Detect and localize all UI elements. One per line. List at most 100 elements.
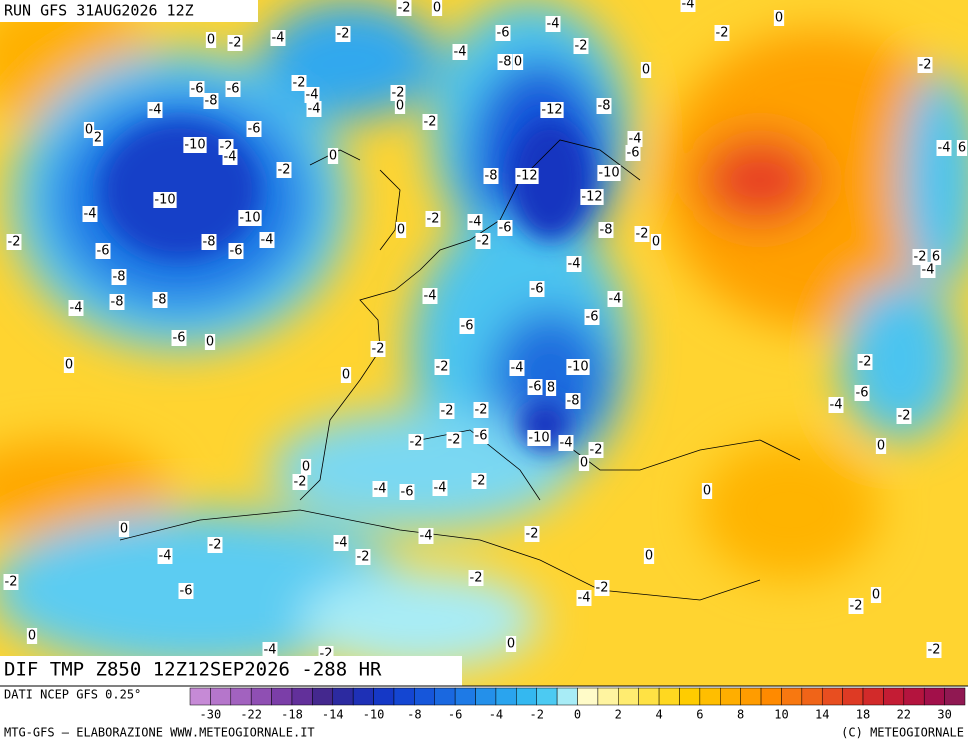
contour-label: -2 bbox=[448, 433, 461, 448]
contour-label-bg bbox=[773, 10, 785, 26]
contour-label: 0 bbox=[642, 63, 650, 78]
contour-label-bg bbox=[473, 428, 489, 444]
contour-label: -2 bbox=[294, 475, 307, 490]
contour-label-bg bbox=[512, 54, 524, 70]
contour-label: -6 bbox=[401, 485, 414, 500]
contour-label: -6 bbox=[191, 82, 204, 97]
contour-label-bg bbox=[118, 521, 130, 537]
contour-label-bg bbox=[857, 354, 873, 370]
contour-label-bg bbox=[643, 548, 655, 564]
contour-label-bg bbox=[896, 408, 912, 424]
contour-label: -2 bbox=[914, 250, 927, 265]
colorbar-label: 30 bbox=[937, 708, 951, 722]
contour-label: -10 bbox=[528, 431, 549, 446]
colorbar-swatch bbox=[842, 687, 864, 706]
colorbar-label: -6 bbox=[448, 708, 462, 722]
contour-label-bg bbox=[207, 537, 223, 553]
contour-label: 0 bbox=[580, 456, 588, 471]
contour-label-bg bbox=[228, 243, 244, 259]
contour-label: -12 bbox=[541, 103, 562, 118]
colorbar-swatch bbox=[556, 687, 578, 706]
contour-label: 0 bbox=[703, 484, 711, 499]
contour-label-bg bbox=[439, 403, 455, 419]
contour-label-bg bbox=[431, 0, 443, 16]
contour-label-bg bbox=[936, 140, 952, 156]
colorbar-swatch bbox=[189, 687, 211, 706]
contour-label: -4 bbox=[149, 103, 162, 118]
contour-label: -2 bbox=[337, 27, 350, 42]
contour-label: -6 bbox=[627, 146, 640, 161]
contour-label-bg bbox=[956, 140, 968, 156]
contour-label-bg bbox=[545, 380, 557, 396]
contour-label-bg bbox=[153, 192, 177, 208]
contour-label: 6 bbox=[932, 250, 940, 265]
contour-label: 0 bbox=[85, 123, 93, 138]
contour-label-bg bbox=[270, 30, 286, 46]
contour-label: -8 bbox=[203, 235, 216, 250]
contour-label: 0 bbox=[433, 1, 441, 16]
contour-label: -6 bbox=[248, 122, 261, 137]
contour-label-bg bbox=[262, 642, 278, 658]
contour-label-bg bbox=[576, 590, 592, 606]
contour-label-bg bbox=[505, 636, 517, 652]
header: RUN GFS 31AUG2026 12Z bbox=[0, 0, 258, 22]
contour-label: -4 bbox=[629, 132, 642, 147]
contour-label: -4 bbox=[159, 549, 172, 564]
colorbar-swatch bbox=[658, 687, 680, 706]
contour-label: -6 bbox=[497, 26, 510, 41]
colorbar-swatch bbox=[271, 687, 293, 706]
contour-label-bg bbox=[111, 269, 127, 285]
contour-label: -10 bbox=[567, 360, 588, 375]
contour-label-bg bbox=[3, 574, 19, 590]
colorbar-swatch bbox=[454, 687, 476, 706]
contour-label: -2 bbox=[398, 1, 411, 16]
contour-label-bg bbox=[222, 149, 238, 165]
contour-label-bg bbox=[584, 309, 600, 325]
contour-label-bg bbox=[452, 44, 468, 60]
contour-label: -4 bbox=[335, 536, 348, 551]
contour-label-bg bbox=[529, 281, 545, 297]
contour-label-bg bbox=[205, 32, 217, 48]
contour-label: -2 bbox=[473, 474, 486, 489]
contour-label: 0 bbox=[514, 55, 522, 70]
contour-label-bg bbox=[203, 93, 219, 109]
contour-label: -4 bbox=[306, 88, 319, 103]
contour-label-bg bbox=[335, 26, 351, 42]
contour-label: -2 bbox=[898, 409, 911, 424]
contour-label-bg bbox=[306, 101, 322, 117]
contour-label: -4 bbox=[70, 301, 83, 316]
contour-label-bg bbox=[300, 459, 312, 475]
contour-label: -8 bbox=[499, 55, 512, 70]
contour-label: 0 bbox=[872, 588, 880, 603]
contour-label-bg bbox=[483, 168, 499, 184]
contour-label: -6 bbox=[529, 380, 542, 395]
colorbar-swatch bbox=[699, 687, 721, 706]
colorbar-swatch bbox=[618, 687, 639, 706]
contour-label: -6 bbox=[230, 244, 243, 259]
colorbar-label: -30 bbox=[200, 708, 222, 722]
contour-label: -4 bbox=[682, 0, 695, 12]
contour-label-bg bbox=[157, 548, 173, 564]
colorbar-label: 2 bbox=[615, 708, 622, 722]
colorbar-swatch bbox=[577, 687, 599, 706]
contour-label-bg bbox=[926, 642, 942, 658]
contour-label: -4 bbox=[609, 292, 622, 307]
contour-label: -4 bbox=[511, 361, 524, 376]
contour-label-bg bbox=[225, 81, 241, 97]
colorbar-swatch bbox=[352, 687, 374, 706]
contour-label-bg bbox=[515, 168, 539, 184]
contour-label: -4 bbox=[374, 482, 387, 497]
contour-label-bg bbox=[259, 232, 275, 248]
contour-label-bg bbox=[63, 357, 75, 373]
contour-label: -2 bbox=[392, 86, 405, 101]
copyright: (C) METEOGIORNALE bbox=[841, 726, 964, 740]
contour-label-bg bbox=[109, 294, 125, 310]
contour-label-bg bbox=[394, 98, 406, 114]
colorbar-label: 4 bbox=[655, 708, 662, 722]
contour-label-bg bbox=[390, 85, 406, 101]
colorbar-swatch bbox=[536, 687, 558, 706]
contour-label-bg bbox=[545, 16, 561, 32]
colorbar-label: 22 bbox=[897, 708, 911, 722]
contour-label: -2 bbox=[427, 212, 440, 227]
